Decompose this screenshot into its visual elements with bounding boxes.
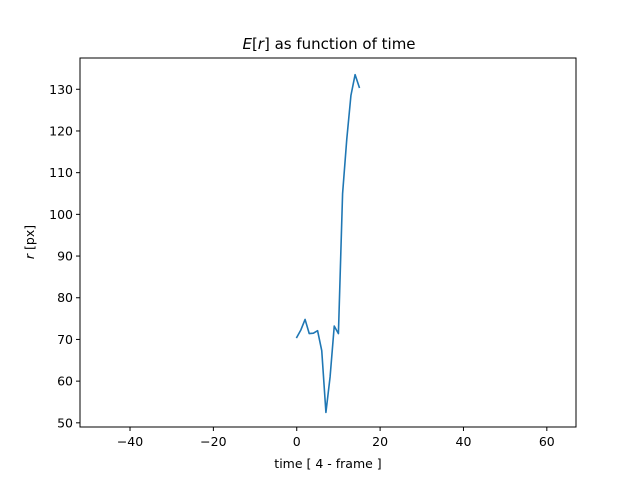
y-tick-label: 120 <box>49 123 73 138</box>
y-tick-label: 80 <box>57 290 73 305</box>
y-axis-label-unit: [px] <box>22 225 37 254</box>
y-tick-label: 110 <box>49 165 73 180</box>
y-tick-label: 50 <box>57 415 73 430</box>
axes-frame <box>79 57 577 428</box>
series-line <box>295 73 361 414</box>
plot-area <box>79 57 577 428</box>
series-group <box>295 73 361 414</box>
y-tick-label: 90 <box>57 249 73 264</box>
x-tick-label: 0 <box>293 434 301 449</box>
title-bracket-close: ] <box>264 35 270 53</box>
x-axis: −40 −20 0 20 40 60 <box>117 427 555 449</box>
x-tick-label: −20 <box>200 434 226 449</box>
x-tick-label: 40 <box>456 434 472 449</box>
x-tick-label: 20 <box>372 434 388 449</box>
x-axis-label: time [ 4 - frame ] <box>274 456 381 471</box>
title-suffix: as function of time <box>270 35 416 53</box>
y-axis-label-variable: r <box>22 253 37 259</box>
title-expectation: E <box>242 35 252 53</box>
y-tick-label: 60 <box>57 374 73 389</box>
y-axis: 50 60 70 80 90 100 110 120 130 <box>49 82 80 430</box>
title-variable: r <box>258 35 265 53</box>
chart-title: E[r] as function of time <box>242 35 415 53</box>
title-bracket-open: [ <box>252 35 258 53</box>
y-tick-label: 70 <box>57 332 73 347</box>
y-axis-label: r [px] <box>22 225 37 259</box>
x-tick-label: −40 <box>117 434 143 449</box>
x-tick-label: 60 <box>539 434 555 449</box>
y-tick-label: 100 <box>49 207 73 222</box>
y-tick-label: 130 <box>49 82 73 97</box>
